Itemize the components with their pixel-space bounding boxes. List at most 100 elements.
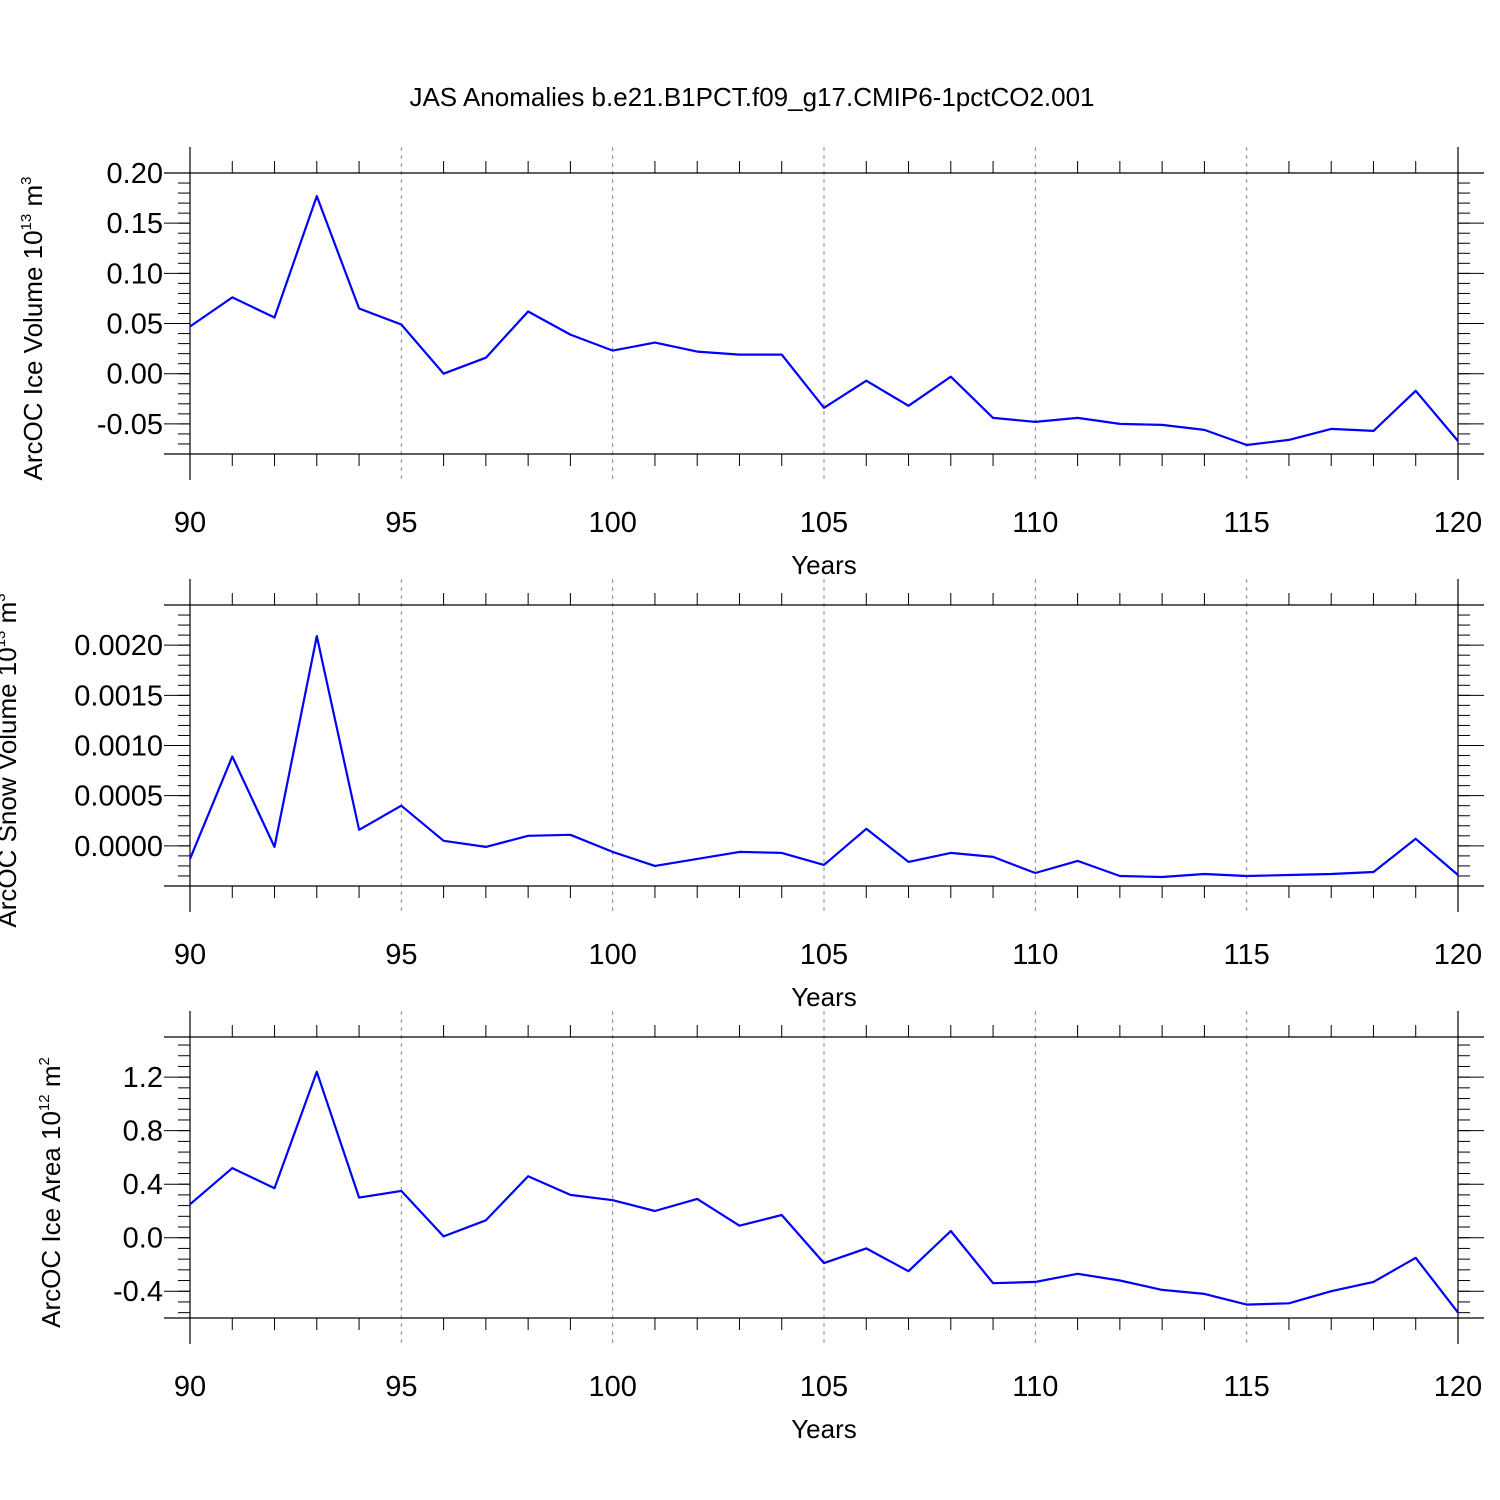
data-point — [273, 316, 277, 320]
data-point — [273, 1186, 277, 1190]
data-point — [1160, 423, 1164, 427]
data-point — [1371, 1280, 1375, 1284]
data-point — [442, 1234, 446, 1238]
data-point — [230, 755, 234, 759]
x-tick-label: 100 — [588, 507, 636, 539]
data-point — [864, 827, 868, 831]
data-point — [1202, 872, 1206, 876]
data-point — [611, 349, 615, 353]
y-tick-label: 0.0005 — [74, 781, 163, 813]
x-tick-label: 110 — [1012, 939, 1058, 971]
data-point — [907, 860, 911, 864]
data-point — [1202, 1292, 1206, 1296]
x-axis-label: Years — [791, 1414, 857, 1444]
y-axis-label-unit: m — [36, 1066, 66, 1095]
data-point — [737, 850, 741, 854]
data-point — [991, 855, 995, 859]
y-axis-label-text: ArcOC Snow Volume 10 — [0, 647, 22, 927]
y-tick-label: 0.00 — [107, 359, 163, 391]
data-point — [822, 1261, 826, 1265]
data-point — [695, 1197, 699, 1201]
figure-title: JAS Anomalies b.e21.B1PCT.f09_g17.CMIP6-… — [409, 82, 1094, 112]
panel-1: -0.05 0.00 0.05 0.10 0.15 0.20 90 95 100 105 110 11… — [18, 147, 1484, 580]
data-point — [949, 1229, 953, 1233]
data-point — [949, 375, 953, 379]
data-point — [399, 323, 403, 327]
data-point — [1414, 389, 1418, 393]
data-point — [1202, 428, 1206, 432]
data-point — [864, 1246, 868, 1250]
data-point — [1456, 439, 1460, 443]
data-point — [1245, 443, 1249, 447]
data-point — [273, 845, 277, 849]
data-point — [568, 833, 572, 837]
data-point — [399, 804, 403, 808]
x-tick-label: 100 — [588, 939, 636, 971]
x-tick-label: 105 — [800, 1371, 848, 1403]
data-point — [611, 850, 615, 854]
y-tick-label: -0.05 — [97, 409, 163, 441]
data-point — [1033, 420, 1037, 424]
data-point — [1287, 1301, 1291, 1305]
data-point — [822, 863, 826, 867]
y-tick-label: 0.10 — [107, 258, 163, 290]
data-point — [780, 353, 784, 357]
data-point — [1245, 1303, 1249, 1307]
series-line — [189, 1070, 1459, 1314]
x-axis-label: Years — [791, 982, 857, 1012]
x-tick-label: 120 — [1434, 507, 1482, 539]
x-axis-label: Years — [791, 550, 857, 580]
x-tick-label: 110 — [1012, 1371, 1058, 1403]
x-tick-label: 105 — [800, 939, 848, 971]
data-point — [1245, 874, 1249, 878]
data-point — [484, 356, 488, 360]
data-point — [1160, 1288, 1164, 1292]
x-tick-label: 120 — [1434, 939, 1482, 971]
data-point — [737, 1224, 741, 1228]
data-point — [1456, 873, 1460, 877]
y-axis-label-exponent: 13 — [0, 631, 9, 648]
data-point — [1033, 1280, 1037, 1284]
data-point — [907, 404, 911, 408]
data-point — [695, 350, 699, 354]
y-axis-label-text: ArcOC Ice Area 10 — [36, 1111, 66, 1328]
data-point — [1033, 871, 1037, 875]
x-tick-label: 90 — [174, 1371, 206, 1403]
data-point — [1160, 875, 1164, 879]
y-axis-label: ArcOC Snow Volume 1013 m3 — [0, 593, 22, 927]
data-point — [1329, 872, 1333, 876]
y-axis-label: ArcOC Ice Area 1012 m2 — [36, 1057, 66, 1328]
x-tick-label: 90 — [174, 507, 206, 539]
data-point — [188, 325, 192, 329]
data-point — [1414, 1256, 1418, 1260]
y-axis-label-text: ArcOC Ice Volume 10 — [18, 230, 48, 480]
x-tick-label: 115 — [1224, 507, 1270, 539]
data-point — [230, 1166, 234, 1170]
data-point — [611, 1198, 615, 1202]
data-point — [822, 406, 826, 410]
panel-2: 0.0000 0.0005 0.0010 0.0015 0.0020 90 95 100 105… — [0, 579, 1484, 1012]
y-axis-label-unit-exponent: 3 — [18, 177, 35, 185]
data-point — [315, 1070, 319, 1074]
data-point — [907, 1269, 911, 1273]
x-tick-label: 95 — [385, 939, 417, 971]
x-tick-label: 100 — [588, 1371, 636, 1403]
data-point — [442, 839, 446, 843]
y-axis-label-unit: m — [18, 185, 48, 214]
data-point — [230, 295, 234, 299]
data-point — [1118, 422, 1122, 426]
data-point — [399, 1189, 403, 1193]
data-point — [737, 353, 741, 357]
data-point — [653, 341, 657, 345]
y-tick-label: 0.15 — [107, 208, 163, 240]
data-point — [568, 333, 572, 337]
data-point — [1076, 1272, 1080, 1276]
data-point — [1076, 416, 1080, 420]
data-point — [1371, 870, 1375, 874]
x-tick-label: 95 — [385, 1371, 417, 1403]
data-point — [864, 379, 868, 383]
data-point — [442, 372, 446, 376]
data-point — [526, 1174, 530, 1178]
y-axis-label-unit-exponent: 2 — [36, 1057, 53, 1065]
